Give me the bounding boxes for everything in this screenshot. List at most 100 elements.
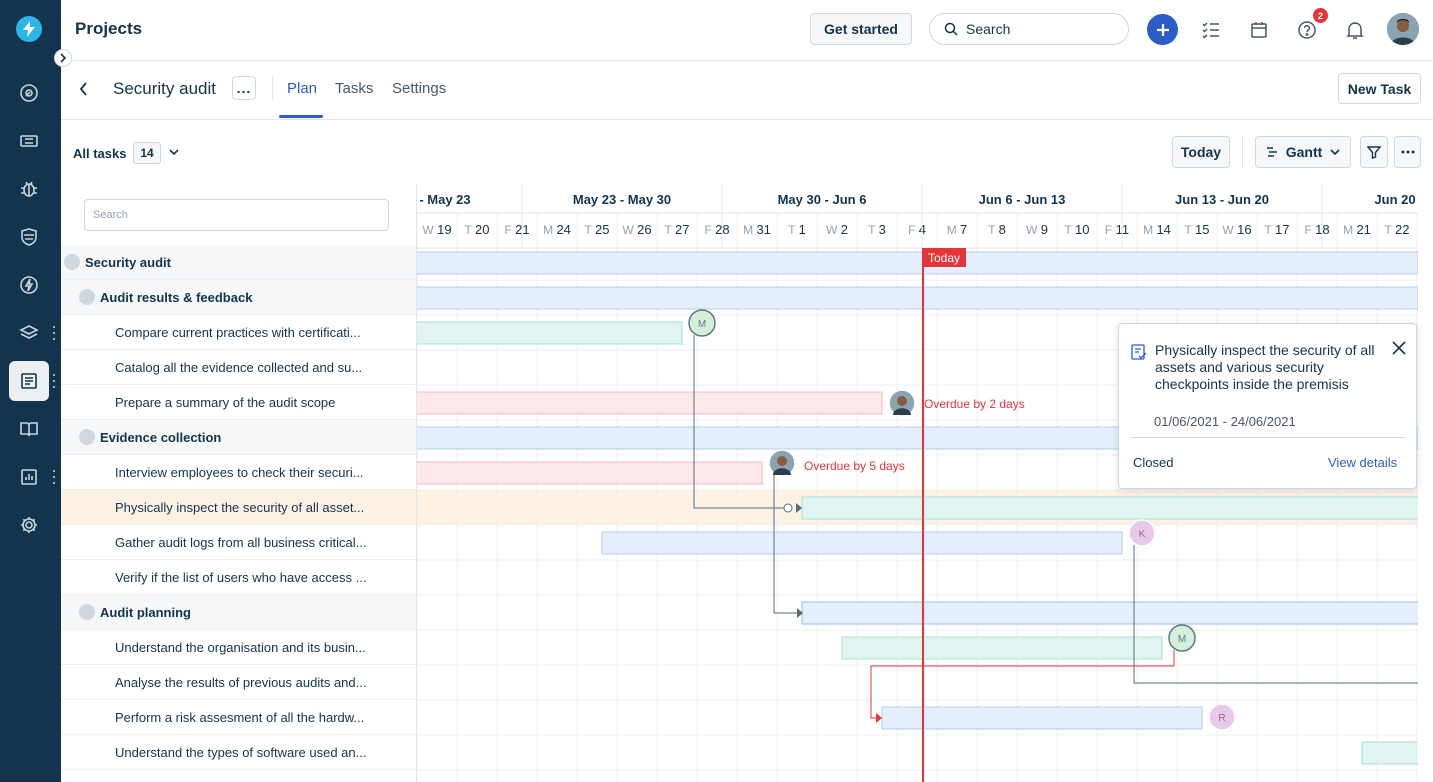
task-row[interactable]: Perform a risk assesment of all the hard…: [61, 700, 416, 735]
task-row-label: Audit results & feedback: [100, 289, 253, 305]
task-group-row[interactable]: Audit planning: [61, 595, 416, 630]
view-select[interactable]: Gantt: [1255, 136, 1351, 168]
gantt-week-label: May 23 - May 30: [573, 192, 671, 207]
gantt-dependency-line: [1133, 545, 1418, 684]
projects-icon[interactable]: [16, 368, 42, 394]
group-status-icon[interactable]: [79, 604, 95, 620]
gantt-day-label: T 17: [1265, 222, 1290, 237]
task-row-label: Perform a risk assesment of all the hard…: [115, 709, 365, 725]
gantt-day-label: T 15: [1185, 222, 1210, 237]
task-row[interactable]: Compare current practices with certifica…: [61, 315, 416, 350]
tab-plan[interactable]: Plan: [287, 80, 318, 97]
gantt-day-label: T 27: [665, 222, 690, 237]
top-bar: Projects Get started Search 2: [61, 0, 1433, 61]
task-row-label: Gather audit logs from all business crit…: [115, 534, 367, 550]
task-row[interactable]: Analyse the results of previous audits a…: [61, 665, 416, 700]
task-group-row[interactable]: Security audit: [61, 245, 416, 280]
gantt-toolbar: All tasks 14 Today Gantt: [61, 121, 1433, 185]
task-row[interactable]: Physically inspect the security of all a…: [61, 490, 416, 525]
task-row[interactable]: Catalog all the evidence collected and s…: [61, 350, 416, 385]
group-status-icon[interactable]: [64, 254, 80, 270]
tab-tasks[interactable]: Tasks: [335, 80, 374, 97]
gantt-day-label: F 18: [1304, 222, 1329, 237]
task-row-label: Analyse the results of previous audits a…: [115, 674, 367, 690]
gantt-more-button[interactable]: [1394, 136, 1421, 168]
gantt-week-label: May 30 - Jun 6: [778, 192, 867, 207]
quick-create-button[interactable]: [1147, 14, 1178, 45]
layers-icon[interactable]: [16, 320, 42, 346]
gantt-day-label: W 2: [826, 222, 848, 237]
todo-list-icon[interactable]: [1196, 15, 1226, 45]
overdue-label: Overdue by 5 days: [804, 459, 905, 473]
close-icon[interactable]: [1391, 340, 1407, 356]
ticket-icon[interactable]: [16, 128, 42, 154]
assignee-initial: M: [698, 319, 706, 330]
gantt-dependency-arrow: [796, 503, 802, 513]
assignee-avatar: [1128, 519, 1156, 547]
filter-icon: [1367, 146, 1381, 159]
assignee-avatar-face: [777, 456, 787, 466]
user-avatar[interactable]: [1387, 13, 1419, 45]
task-row-label: Understand the organisation and its busi…: [115, 639, 366, 655]
task-row[interactable]: Gather audit logs from all business crit…: [61, 525, 416, 560]
gantt-day-label: T 1: [788, 222, 806, 237]
task-row[interactable]: Prepare a summary of the audit scope: [61, 385, 416, 420]
rail-more-icon[interactable]: [52, 326, 56, 340]
task-search-input[interactable]: Search: [84, 199, 389, 231]
task-row-label: Understand the types of software used an…: [115, 744, 367, 760]
header-divider: [272, 76, 273, 100]
task-row[interactable]: Understand the types of software used an…: [61, 735, 416, 770]
calendar-icon[interactable]: [1244, 15, 1274, 45]
task-row[interactable]: Interview employees to check their secur…: [61, 455, 416, 490]
task-filter-label[interactable]: All tasks: [73, 146, 127, 161]
assignee-avatar-body: [773, 468, 791, 475]
shield-icon[interactable]: [16, 224, 42, 250]
project-more-button[interactable]: ...: [232, 76, 256, 100]
task-list-panel: Search Security audit Audit results & fee…: [61, 185, 417, 782]
gantt-dependency-arrow: [797, 608, 803, 618]
gantt-day-label: F 28: [704, 222, 729, 237]
chevron-left-icon: [79, 82, 87, 96]
collapse-sidebar-button[interactable]: [54, 49, 72, 67]
gantt-day-label: M 14: [1143, 222, 1171, 237]
task-group-row[interactable]: Audit results & feedback: [61, 280, 416, 315]
gantt-dependency-line: [693, 335, 787, 509]
group-status-icon[interactable]: [79, 429, 95, 445]
gantt-day-label: W 19: [422, 222, 451, 237]
group-status-icon[interactable]: [79, 289, 95, 305]
task-row[interactable]: Verify if the list of users who have acc…: [61, 560, 416, 595]
rail-more-icon[interactable]: [52, 374, 56, 388]
gantt-day-label: T 3: [868, 222, 886, 237]
gantt-week-label: Jun 20: [1374, 192, 1415, 207]
new-task-button[interactable]: New Task: [1338, 73, 1421, 104]
plus-icon: [1156, 23, 1169, 36]
get-started-button[interactable]: Get started: [810, 13, 912, 45]
gantt-task-bar: [841, 636, 1163, 660]
task-group-row[interactable]: Evidence collection: [61, 420, 416, 455]
filter-button[interactable]: [1360, 136, 1388, 168]
help-icon[interactable]: [1292, 15, 1322, 45]
gantt-task-bar: [417, 321, 683, 345]
book-icon[interactable]: [16, 416, 42, 442]
bug-icon[interactable]: [16, 176, 42, 202]
logo-icon[interactable]: [16, 16, 42, 42]
tab-settings[interactable]: Settings: [392, 80, 447, 97]
rail-more-icon[interactable]: [52, 470, 56, 484]
gantt-group-bar: [801, 601, 1418, 625]
chevron-down-icon[interactable]: [167, 145, 181, 159]
today-label: Today: [928, 251, 960, 265]
global-search-input[interactable]: Search: [929, 13, 1129, 45]
gantt-day-label: W 9: [1026, 222, 1048, 237]
lightning-icon[interactable]: [16, 272, 42, 298]
task-row[interactable]: Understand the organisation and its busi…: [61, 630, 416, 665]
view-details-link[interactable]: View details: [1328, 455, 1398, 470]
chevron-down-icon: [1330, 149, 1340, 155]
chevron-right-icon: [60, 53, 67, 63]
today-button[interactable]: Today: [1172, 136, 1230, 168]
gantt-week-label: Jun 6 - Jun 13: [979, 192, 1066, 207]
settings-icon[interactable]: [16, 512, 42, 538]
dashboard-icon[interactable]: [16, 80, 42, 106]
reports-icon[interactable]: [16, 464, 42, 490]
bell-icon[interactable]: [1340, 15, 1370, 45]
back-button[interactable]: [75, 79, 91, 99]
